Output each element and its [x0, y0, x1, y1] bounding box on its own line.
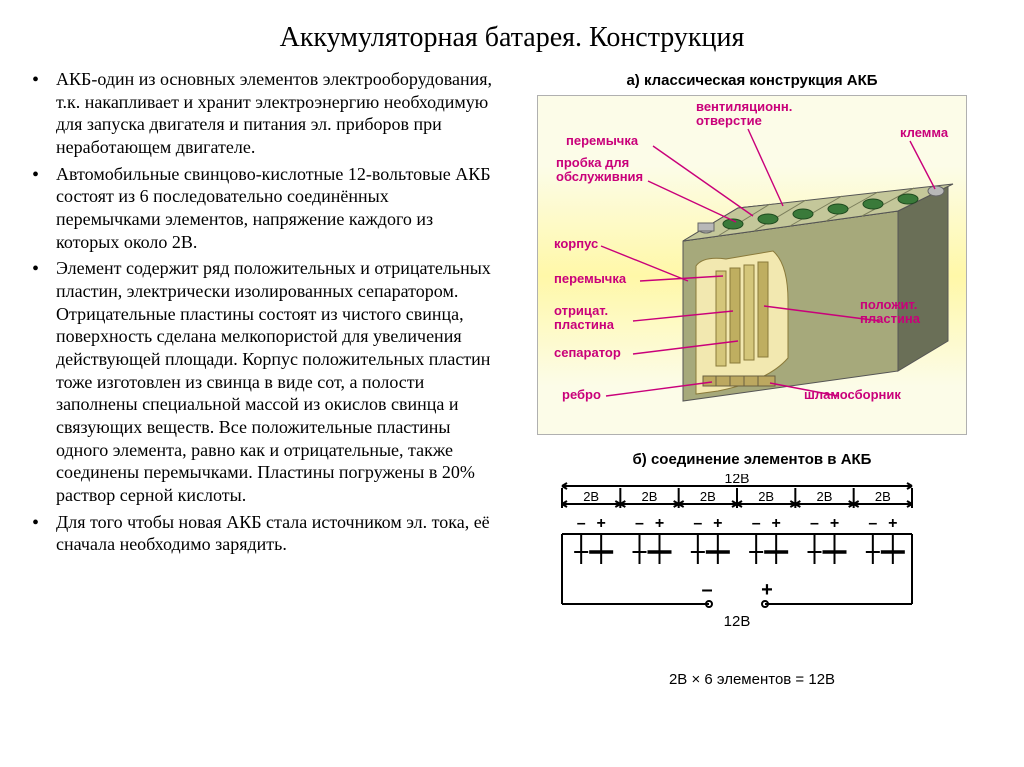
- svg-text:12В: 12В: [724, 613, 751, 630]
- svg-text:2В: 2В: [817, 489, 833, 504]
- bullet-item: Элемент содержит ряд положительных и отр…: [56, 257, 494, 506]
- two-column-layout: АКБ-один из основных элементов электрооб…: [28, 68, 996, 688]
- text-column: АКБ-один из основных элементов электрооб…: [28, 68, 494, 688]
- svg-text:–: –: [693, 515, 702, 532]
- page-title: Аккумуляторная батарея. Конструкция: [28, 22, 996, 54]
- svg-text:+: +: [761, 579, 773, 601]
- fig-a-battery-diagram: вентиляционн. отверстие перемычка пробка…: [537, 95, 967, 435]
- svg-text:+: +: [888, 515, 897, 532]
- bullet-item: Автомобильные свинцово-кислотные 12-воль…: [56, 163, 494, 254]
- figures-column: а) классическая конструкция АКБ: [512, 68, 992, 688]
- fig-b-equation: 2В × 6 элементов = 12В: [532, 671, 972, 688]
- bullet-item: АКБ-один из основных элементов электрооб…: [56, 68, 494, 159]
- svg-text:+: +: [655, 515, 664, 532]
- svg-text:2В: 2В: [583, 489, 599, 504]
- svg-text:–: –: [577, 515, 586, 532]
- label-neg-plate: отрицат. пластина: [554, 304, 614, 331]
- svg-text:–: –: [752, 515, 761, 532]
- bullet-item: Для того чтобы новая АКБ стала источнико…: [56, 511, 494, 556]
- fig-b-circuit: 12В2В2В2В2В2В2В–+–+–+–+–+–+–+12В: [532, 474, 942, 664]
- label-terminal: клемма: [900, 126, 948, 140]
- label-vent: вентиляционн. отверстие: [696, 100, 792, 127]
- svg-text:2В: 2В: [700, 489, 716, 504]
- bullet-list: АКБ-один из основных элементов электрооб…: [28, 68, 494, 556]
- label-separator: сепаратор: [554, 346, 621, 360]
- svg-text:+: +: [830, 515, 839, 532]
- fig-a-caption: а) классическая конструкция АКБ: [626, 72, 877, 89]
- svg-text:–: –: [810, 515, 819, 532]
- svg-text:2В: 2В: [758, 489, 774, 504]
- label-sludge: шламосборник: [804, 388, 901, 402]
- svg-text:+: +: [713, 515, 722, 532]
- label-cap: пробка для обслуживния: [556, 156, 643, 183]
- label-pos-plate: положит. пластина: [860, 298, 920, 325]
- svg-text:+: +: [596, 515, 605, 532]
- fig-b-caption: б) соединение элементов в АКБ: [532, 451, 972, 468]
- svg-text:–: –: [701, 579, 712, 601]
- svg-text:+: +: [771, 515, 780, 532]
- svg-text:12В: 12В: [725, 474, 750, 486]
- label-case: корпус: [554, 237, 598, 251]
- svg-text:2В: 2В: [642, 489, 658, 504]
- svg-text:2В: 2В: [875, 489, 891, 504]
- svg-text:–: –: [868, 515, 877, 532]
- label-rib: ребро: [562, 388, 601, 402]
- fig-b-wrap: б) соединение элементов в АКБ 12В 2В 2В 2В 2…: [532, 447, 972, 688]
- svg-text:–: –: [635, 515, 644, 532]
- label-jumper-side: перемычка: [554, 272, 626, 286]
- label-jumper-top: перемычка: [566, 134, 638, 148]
